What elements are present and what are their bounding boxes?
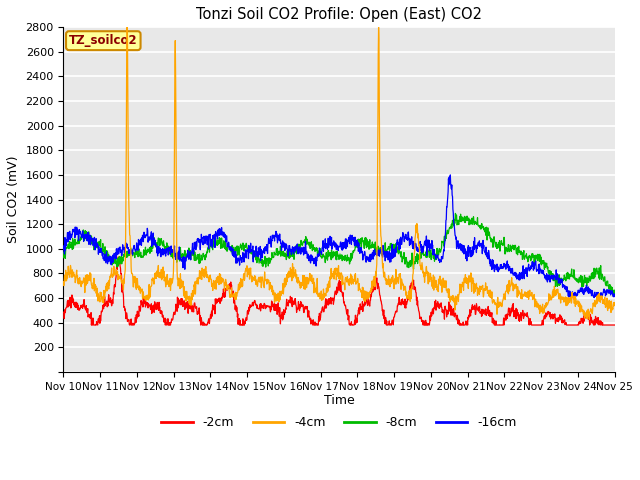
Legend: -2cm, -4cm, -8cm, -16cm: -2cm, -4cm, -8cm, -16cm [156, 411, 522, 434]
Text: TZ_soilco2: TZ_soilco2 [69, 34, 138, 47]
Title: Tonzi Soil CO2 Profile: Open (East) CO2: Tonzi Soil CO2 Profile: Open (East) CO2 [196, 7, 482, 22]
Y-axis label: Soil CO2 (mV): Soil CO2 (mV) [7, 156, 20, 243]
X-axis label: Time: Time [324, 394, 355, 408]
